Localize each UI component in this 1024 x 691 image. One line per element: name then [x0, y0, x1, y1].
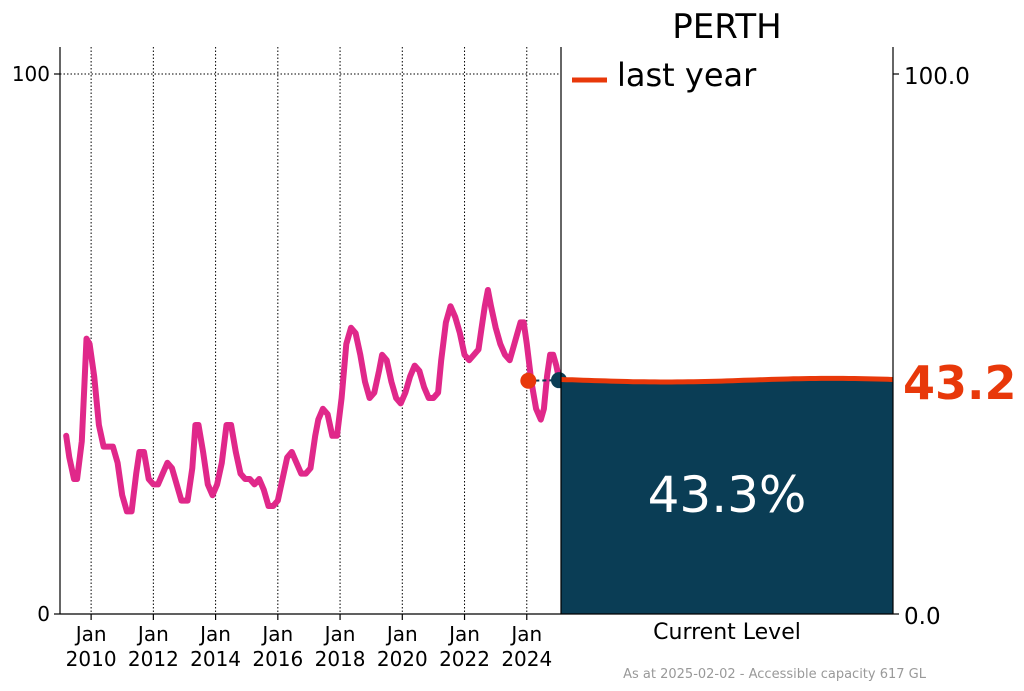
- x-tick-label-year-0: 2010: [66, 647, 117, 671]
- last-year-marker: [520, 372, 537, 389]
- x-axis-ticks: Jan2010Jan2012Jan2014Jan2016Jan2018Jan20…: [66, 614, 552, 671]
- chart-title: PERTH: [672, 7, 781, 47]
- x-tick-label-year-5: 2020: [377, 647, 428, 671]
- x-tick-label-year-4: 2018: [315, 647, 366, 671]
- x-tick-label-month-0: Jan: [74, 622, 107, 646]
- y-tick-label-100: 100: [12, 62, 50, 86]
- last-year-line: [560, 375, 894, 385]
- x-tick-label-year-6: 2022: [439, 647, 490, 671]
- x-tick-label-year-2: 2014: [190, 647, 241, 671]
- x-tick-label-month-6: Jan: [447, 622, 480, 646]
- footer-note: As at 2025-02-02 - Accessible capacity 6…: [623, 667, 927, 682]
- marker-connector: [528, 379, 562, 382]
- x-tick-label-month-7: Jan: [509, 622, 542, 646]
- right-tick-label-0: 0.0: [904, 604, 941, 630]
- legend-label: last year: [617, 56, 757, 94]
- last-year-value: 43.2: [903, 356, 1017, 410]
- right-tick-label-100: 100.0: [904, 64, 970, 90]
- x-tick-label-month-3: Jan: [260, 622, 293, 646]
- right-panel-xlabel: Current Level: [653, 620, 801, 645]
- x-tick-label-year-7: 2024: [501, 647, 552, 671]
- gridlines: [90, 47, 528, 614]
- storage-series-line: [63, 287, 563, 515]
- x-tick-label-month-1: Jan: [136, 622, 169, 646]
- current-level-percent: 43.3%: [648, 466, 807, 524]
- current-level-fill: [561, 378, 893, 614]
- y-tick-label-0: 0: [37, 602, 50, 626]
- x-tick-label-month-2: Jan: [198, 622, 231, 646]
- x-tick-label-month-5: Jan: [385, 622, 418, 646]
- x-tick-label-year-1: 2012: [128, 647, 179, 671]
- x-tick-label-year-3: 2016: [252, 647, 303, 671]
- x-tick-label-month-4: Jan: [323, 622, 356, 646]
